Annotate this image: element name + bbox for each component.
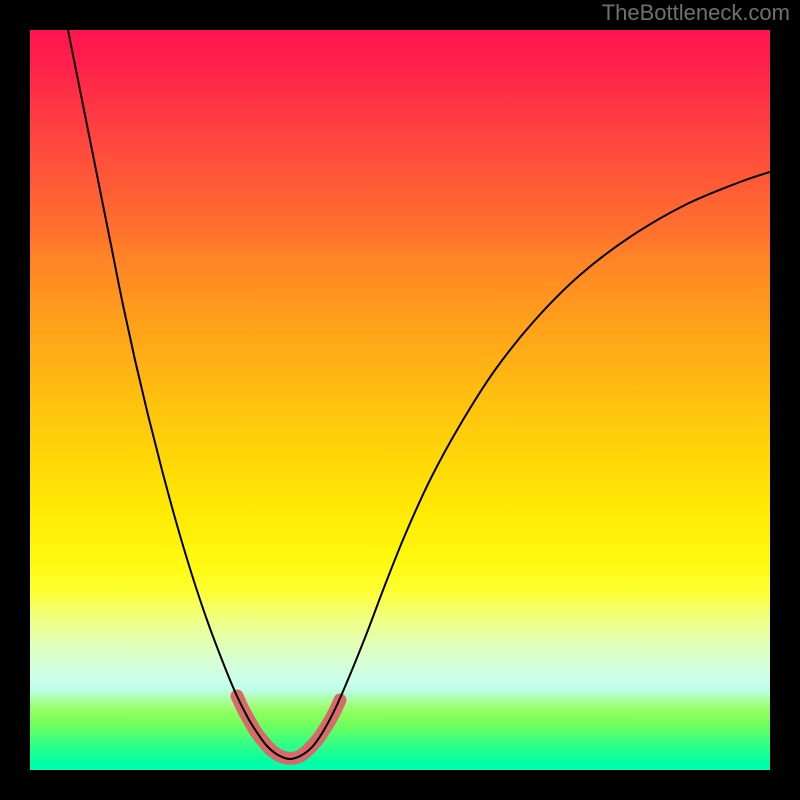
bottleneck-curve-svg [30,30,770,770]
watermark-text: TheBottleneck.com [602,0,790,26]
chart-frame: TheBottleneck.com [0,0,800,800]
bottleneck-curve [68,30,770,759]
